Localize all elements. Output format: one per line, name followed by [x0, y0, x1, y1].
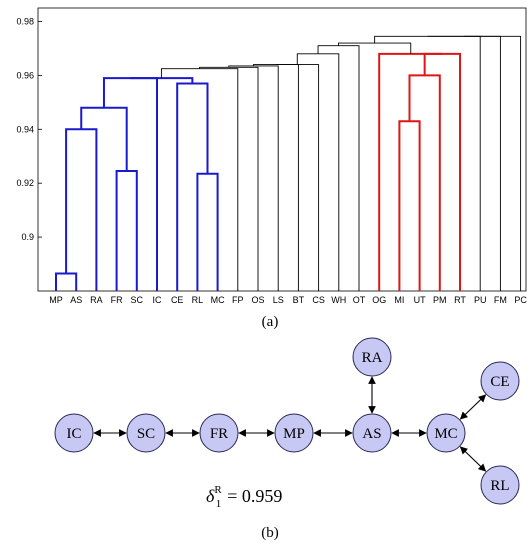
- graph-node: IC: [54, 413, 94, 453]
- graph-node: CE: [480, 361, 520, 401]
- graph-node: FR: [199, 413, 239, 453]
- graph-node: RL: [480, 465, 520, 505]
- leaf-label: OS: [251, 295, 264, 305]
- graph-node: RA: [352, 337, 392, 377]
- graph-node-label: RL: [490, 478, 509, 494]
- dendrogram-link: [160, 68, 239, 291]
- dendrogram-link: [423, 52, 461, 291]
- y-tick-label: 0.96: [16, 70, 34, 80]
- leaf-label: AS: [70, 295, 82, 305]
- graph-edges: [93, 376, 487, 472]
- dendrogram-link: [275, 64, 320, 291]
- dendrogram-link: [408, 74, 441, 291]
- leaf-label: CS: [312, 295, 325, 305]
- leaf-label: RL: [192, 295, 204, 305]
- leaf-label: MP: [49, 295, 63, 305]
- y-tick-label: 0.92: [16, 178, 34, 188]
- graph-node-circle: [199, 413, 239, 453]
- formula-symbol: δ: [206, 486, 215, 506]
- dendrogram-link: [463, 35, 522, 291]
- panel-a-caption: (a): [262, 314, 279, 330]
- y-tick-label: 0.94: [16, 124, 34, 134]
- graph-node-label: AS: [362, 426, 381, 442]
- dendrogram-link: [398, 120, 421, 291]
- graph-node-circle: [480, 465, 520, 505]
- graph-node-label: MC: [434, 426, 457, 442]
- axes-frame: [37, 7, 527, 292]
- graph-node: MC: [426, 413, 466, 453]
- graph-edge: [459, 446, 487, 472]
- graph-node: MP: [274, 413, 314, 453]
- y-tick-label: 0.98: [16, 16, 34, 26]
- y-tick-label: 0.9: [21, 232, 34, 242]
- graph-panel: IC SC FR MP AS RA MC CE RL δR 1 = 0.959 (b): [54, 337, 520, 541]
- graph-node-circle: [54, 413, 94, 453]
- leaf-label: WH: [331, 295, 346, 305]
- graph-node-circle: [352, 337, 392, 377]
- graph-nodes: IC SC FR MP AS RA MC CE RL: [54, 337, 520, 505]
- dendrogram-panel: 0.9 0.92 0.94 0.96 0.98 MP AS RA FR SC IC CE RL MC FP…: [16, 7, 527, 330]
- dendrogram-link: [80, 106, 128, 172]
- graph-node-label: MP: [283, 426, 305, 442]
- dendrogram-link: [196, 172, 219, 291]
- panel-b-caption: (b): [261, 525, 279, 541]
- leaf-label: LS: [273, 295, 284, 305]
- graph-node-circle: [480, 361, 520, 401]
- leaf-labels: MP AS RA FR SC IC CE RL MC FP OS LS BT CS WH OT OG MI UT PM…: [49, 295, 527, 305]
- graph-node-label: IC: [67, 426, 82, 442]
- leaf-label: IC: [153, 295, 163, 305]
- delta-formula: δR 1 = 0.959: [206, 484, 282, 510]
- dendrogram-link: [228, 65, 279, 291]
- leaf-label: OT: [353, 295, 366, 305]
- dendrogram-link: [253, 64, 299, 291]
- graph-node: AS: [352, 413, 392, 453]
- dendrogram-link: [296, 53, 340, 291]
- dendrogram-links: [55, 35, 522, 291]
- graph-node-circle: [274, 413, 314, 453]
- graph-node-circle: [352, 413, 392, 453]
- leaf-label: RT: [454, 295, 466, 305]
- leaf-label: MI: [394, 295, 404, 305]
- leaf-label: PM: [433, 295, 447, 305]
- dendrogram-link: [176, 82, 209, 291]
- formula-value: = 0.959: [227, 486, 282, 506]
- leaf-label: PU: [474, 295, 487, 305]
- dendrogram-link: [115, 170, 138, 291]
- formula-sup: R: [214, 484, 222, 496]
- graph-node: SC: [126, 413, 166, 453]
- graph-node-circle: [426, 413, 466, 453]
- dendrogram-link: [338, 42, 412, 54]
- leaf-label: FP: [232, 295, 244, 305]
- y-axis-ticks: 0.9 0.92 0.94 0.96 0.98: [16, 16, 42, 242]
- leaf-label: PC: [514, 295, 527, 305]
- dendrogram-link: [130, 77, 194, 84]
- leaf-label: FM: [494, 295, 507, 305]
- leaf-label: RA: [90, 295, 103, 305]
- dendrogram-link: [378, 52, 443, 291]
- leaf-label: FR: [111, 295, 123, 305]
- dendrogram-link: [65, 128, 98, 291]
- graph-node-label: SC: [137, 426, 155, 442]
- graph-node-label: RA: [362, 350, 383, 366]
- graph-node-circle: [126, 413, 166, 453]
- leaf-label: CE: [171, 295, 184, 305]
- graph-node-label: CE: [490, 374, 509, 390]
- leaf-label: MC: [211, 295, 225, 305]
- leaf-label: SC: [131, 295, 144, 305]
- leaf-label: UT: [414, 295, 426, 305]
- formula-sub: 1: [216, 498, 222, 510]
- graph-node-label: FR: [210, 426, 228, 442]
- leaf-label: OG: [372, 295, 386, 305]
- dendrogram-link: [55, 272, 78, 291]
- leaf-label: BT: [293, 295, 305, 305]
- dendrogram-link: [102, 77, 158, 291]
- graph-edge: [459, 394, 487, 420]
